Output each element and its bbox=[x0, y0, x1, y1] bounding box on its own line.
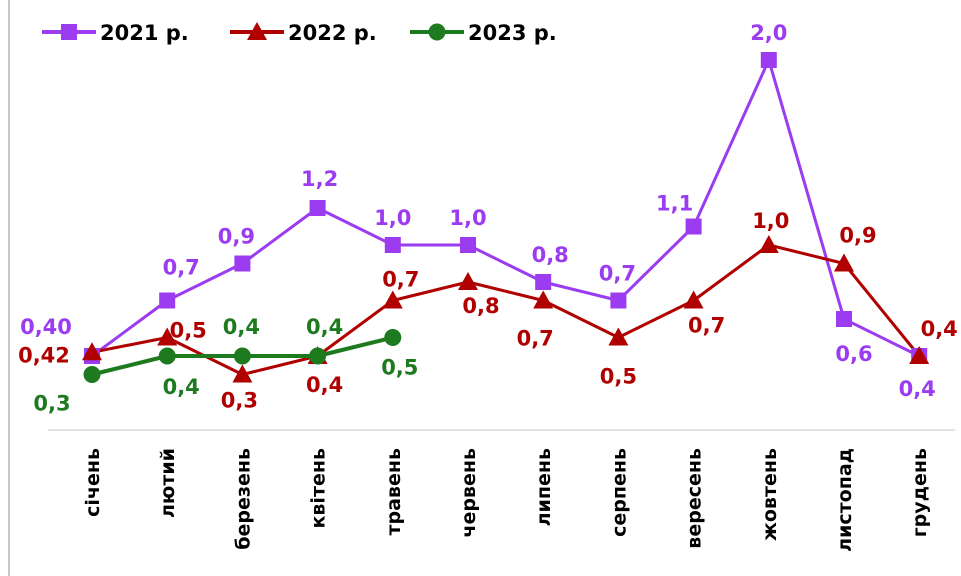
data-label: 0,4 bbox=[223, 315, 260, 339]
data-point bbox=[460, 237, 476, 253]
data-point bbox=[158, 347, 176, 365]
data-point bbox=[909, 346, 930, 364]
legend-label: 2021 р. bbox=[100, 21, 189, 45]
data-point bbox=[685, 218, 702, 235]
data-point bbox=[458, 272, 478, 290]
x-tick-label: вересень bbox=[684, 448, 706, 549]
data-label: 0,7 bbox=[163, 256, 200, 280]
series-lines bbox=[91, 58, 921, 377]
data-point bbox=[234, 255, 251, 272]
data-label: 0,5 bbox=[600, 365, 637, 389]
data-point bbox=[232, 364, 253, 383]
series-line bbox=[91, 243, 921, 376]
data-label: 0,9 bbox=[839, 224, 876, 248]
x-tick-label: липень bbox=[533, 448, 555, 526]
data-label: 0,40 bbox=[20, 315, 72, 339]
data-label: 0,7 bbox=[599, 262, 636, 286]
data-point bbox=[760, 52, 777, 68]
x-axis-ticks: січень лютий березень квітень травень червень… bbox=[82, 448, 931, 552]
data-point bbox=[535, 274, 552, 290]
data-label: 0,5 bbox=[170, 319, 207, 343]
data-label: 0,4 bbox=[163, 375, 200, 399]
data-label: 1,1 bbox=[656, 192, 693, 216]
data-label: 1,2 bbox=[301, 167, 338, 191]
data-point bbox=[836, 311, 852, 327]
data-point bbox=[384, 237, 401, 253]
data-label: 0,7 bbox=[688, 314, 725, 338]
data-point bbox=[834, 253, 854, 272]
data-label: 0,5 bbox=[381, 356, 418, 380]
data-label: 0,9 bbox=[218, 225, 255, 249]
data-label: 0,4 bbox=[921, 317, 958, 341]
data-label: 2,0 bbox=[750, 21, 787, 45]
data-label: 0,7 bbox=[517, 327, 554, 351]
series-line bbox=[91, 58, 920, 358]
x-tick-label: грудень bbox=[909, 448, 931, 537]
data-label: 0,42 bbox=[18, 343, 70, 367]
x-tick-label: лютий bbox=[157, 448, 179, 518]
data-point bbox=[610, 292, 627, 309]
data-point bbox=[758, 235, 779, 253]
data-point bbox=[159, 292, 176, 309]
x-tick-label: жовтень bbox=[759, 448, 781, 541]
data-label: 0,4 bbox=[899, 377, 936, 401]
data-point bbox=[83, 366, 101, 383]
data-label: 1,0 bbox=[374, 206, 411, 230]
data-point bbox=[233, 347, 251, 365]
data-point bbox=[382, 290, 403, 309]
data-point bbox=[82, 342, 102, 361]
x-tick-label: січень bbox=[82, 448, 104, 517]
data-label: 0,7 bbox=[382, 268, 419, 292]
x-tick-label: листопад bbox=[834, 448, 856, 552]
legend: 2021 р. 2022 р. 2023 р. bbox=[42, 21, 557, 45]
data-point bbox=[533, 290, 554, 309]
data-label: 0,3 bbox=[33, 392, 70, 416]
x-tick-label: серпень bbox=[608, 448, 630, 537]
data-point bbox=[608, 327, 629, 346]
legend-marker bbox=[247, 22, 267, 40]
legend-label: 2022 р. bbox=[288, 21, 377, 45]
data-label: 0,3 bbox=[221, 389, 258, 413]
data-label: 1,0 bbox=[449, 206, 486, 230]
data-point bbox=[309, 200, 326, 216]
legend-label: 2023 р. bbox=[468, 21, 557, 45]
data-label: 0,8 bbox=[462, 294, 499, 318]
legend-marker bbox=[428, 23, 446, 41]
legend-marker bbox=[61, 24, 77, 40]
x-tick-label: березень bbox=[232, 448, 254, 550]
data-point bbox=[157, 327, 178, 346]
data-label: 1,0 bbox=[752, 209, 789, 233]
x-tick-label: квітень bbox=[308, 448, 330, 528]
data-labels: 0,40 0,7 0,9 1,2 1,0 1,0 0,8 0,7 1,1 2,0 0,6 0,4 0,4… bbox=[18, 21, 958, 416]
data-label: 0,4 bbox=[306, 373, 343, 397]
data-point bbox=[384, 329, 402, 346]
data-label: 0,8 bbox=[532, 243, 569, 267]
series-markers bbox=[82, 52, 930, 383]
x-tick-label: червень bbox=[458, 448, 480, 538]
data-point bbox=[309, 347, 327, 365]
data-point bbox=[683, 290, 704, 309]
data-label: 0,6 bbox=[835, 342, 872, 366]
data-label: 0,4 bbox=[306, 315, 343, 339]
x-tick-label: травень bbox=[383, 448, 405, 536]
